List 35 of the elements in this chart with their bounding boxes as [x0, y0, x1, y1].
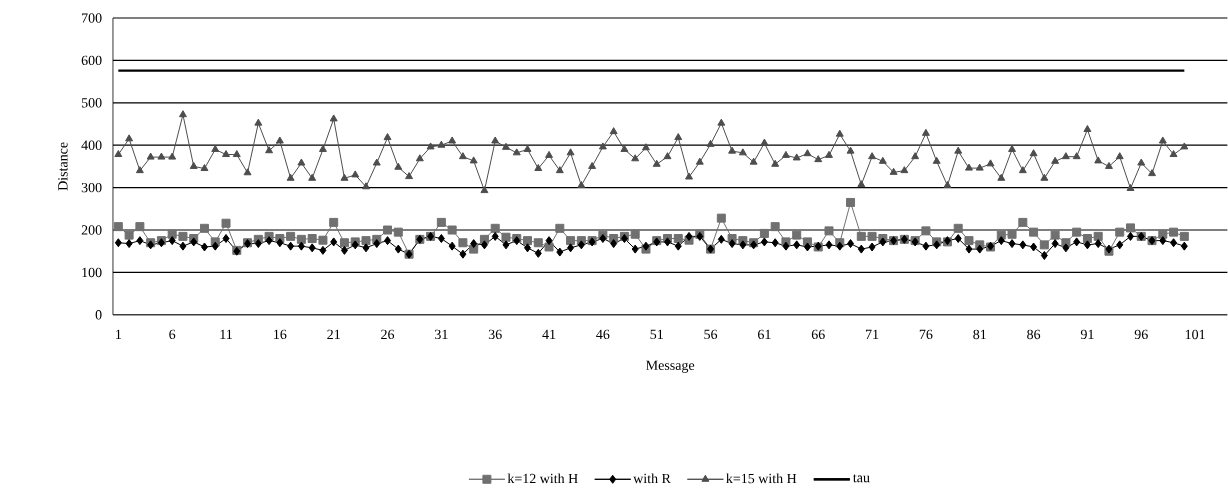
y-axis-title: Distance — [58, 142, 68, 191]
x-tick-label: 96 — [1134, 329, 1148, 340]
legend-label: with R — [633, 473, 671, 484]
x-tick-label: 86 — [1027, 329, 1041, 340]
legend-label: tau — [853, 474, 870, 483]
x-tick-label: 61 — [758, 329, 771, 340]
legend-label: k=15 with H — [726, 473, 797, 484]
y-tick-label: 0 — [95, 310, 102, 320]
x-tick-label: 11 — [220, 329, 232, 339]
y-tick-label: 700 — [82, 13, 102, 23]
x-tick-label: 6 — [169, 329, 176, 340]
x-tick-label: 101 — [1185, 329, 1205, 340]
x-tick-label: 51 — [650, 329, 663, 339]
y-tick-label: 100 — [82, 267, 102, 278]
x-axis-title: Message — [646, 360, 695, 373]
x-tick-label: 76 — [919, 329, 933, 340]
y-tick-label: 300 — [81, 182, 102, 193]
x-tick-label: 36 — [488, 329, 502, 340]
y-tick-label: 200 — [81, 225, 102, 235]
legend-label: k=12 with H — [507, 473, 578, 484]
x-tick-label: 66 — [811, 329, 825, 340]
x-tick-label: 91 — [1080, 329, 1094, 340]
x-tick-label: 26 — [381, 329, 395, 340]
x-tick-label: 31 — [435, 329, 448, 340]
y-tick-label: 600 — [81, 55, 102, 66]
x-tick-label: 71 — [866, 329, 879, 339]
x-tick-label: 81 — [973, 329, 986, 340]
x-tick-label: 46 — [596, 329, 610, 340]
x-tick-label: 21 — [327, 329, 340, 339]
x-tick-label: 1 — [116, 329, 121, 339]
x-tick-label: 16 — [274, 329, 287, 340]
y-tick-label: 500 — [81, 98, 102, 108]
x-tick-label: 56 — [704, 329, 718, 340]
y-tick-label: 400 — [81, 140, 102, 150]
x-tick-label: 41 — [542, 329, 556, 339]
